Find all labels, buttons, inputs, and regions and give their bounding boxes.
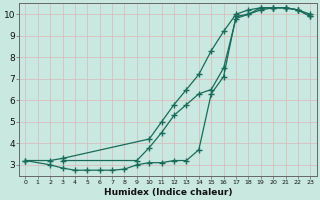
X-axis label: Humidex (Indice chaleur): Humidex (Indice chaleur) bbox=[104, 188, 232, 197]
